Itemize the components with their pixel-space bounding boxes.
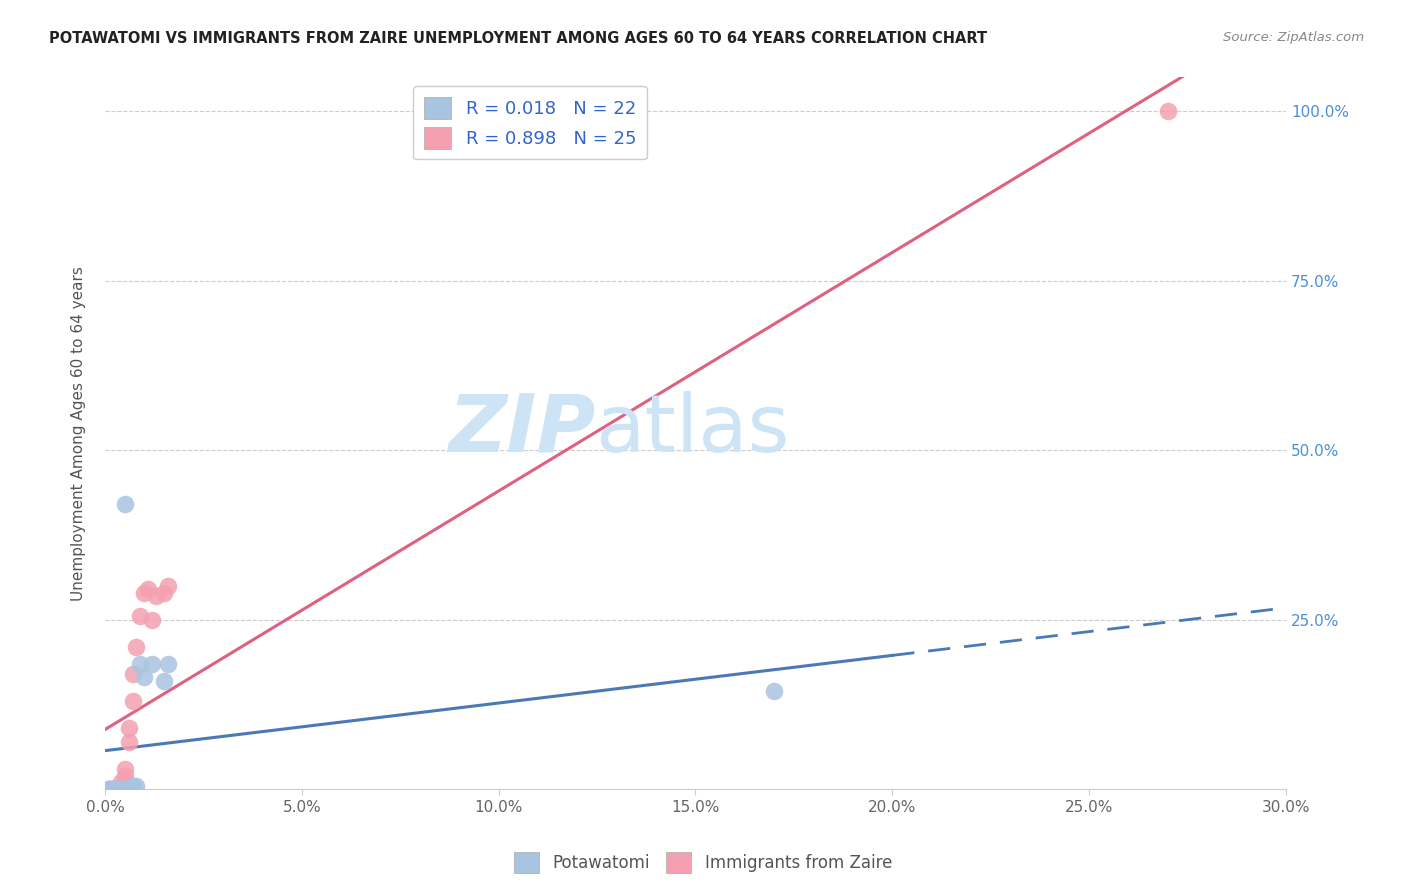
Point xyxy=(97,782,120,797)
Point xyxy=(101,782,124,797)
Point xyxy=(117,721,139,735)
Point xyxy=(145,589,167,603)
Legend: R = 0.018   N = 22, R = 0.898   N = 25: R = 0.018 N = 22, R = 0.898 N = 25 xyxy=(413,87,647,160)
Point xyxy=(110,782,132,797)
Point xyxy=(129,657,152,671)
Point xyxy=(105,782,128,797)
Point xyxy=(129,609,152,624)
Point xyxy=(136,582,159,597)
Point xyxy=(110,782,132,797)
Point xyxy=(105,782,128,797)
Point xyxy=(114,768,136,782)
Point xyxy=(134,670,156,684)
Point xyxy=(114,782,136,797)
Point xyxy=(153,585,176,599)
Point xyxy=(156,579,179,593)
Point xyxy=(101,782,124,797)
Point xyxy=(117,734,139,748)
Point xyxy=(97,782,120,797)
Text: ZIP: ZIP xyxy=(447,391,595,468)
Point xyxy=(101,782,124,797)
Point xyxy=(121,694,143,708)
Point xyxy=(156,657,179,671)
Point xyxy=(141,657,163,671)
Legend: Potawatomi, Immigrants from Zaire: Potawatomi, Immigrants from Zaire xyxy=(508,846,898,880)
Text: Source: ZipAtlas.com: Source: ZipAtlas.com xyxy=(1223,31,1364,45)
Point xyxy=(101,782,124,797)
Point xyxy=(141,613,163,627)
Point xyxy=(125,640,148,654)
Point xyxy=(110,782,132,797)
Point xyxy=(105,782,128,797)
Point xyxy=(114,782,136,797)
Point xyxy=(114,762,136,776)
Point xyxy=(110,775,132,789)
Point xyxy=(114,775,136,789)
Point xyxy=(101,782,124,797)
Point xyxy=(97,782,120,797)
Y-axis label: Unemployment Among Ages 60 to 64 years: Unemployment Among Ages 60 to 64 years xyxy=(72,266,86,600)
Point xyxy=(97,782,120,797)
Text: POTAWATOMI VS IMMIGRANTS FROM ZAIRE UNEMPLOYMENT AMONG AGES 60 TO 64 YEARS CORRE: POTAWATOMI VS IMMIGRANTS FROM ZAIRE UNEM… xyxy=(49,31,987,46)
Point xyxy=(763,684,786,698)
Point xyxy=(125,779,148,793)
Point xyxy=(114,498,136,512)
Point xyxy=(105,782,128,797)
Point xyxy=(105,782,128,797)
Point xyxy=(153,673,176,688)
Point xyxy=(1157,104,1180,119)
Point xyxy=(117,782,139,797)
Point xyxy=(105,782,128,797)
Point xyxy=(121,779,143,793)
Point xyxy=(134,585,156,599)
Text: atlas: atlas xyxy=(595,391,789,468)
Point xyxy=(121,667,143,681)
